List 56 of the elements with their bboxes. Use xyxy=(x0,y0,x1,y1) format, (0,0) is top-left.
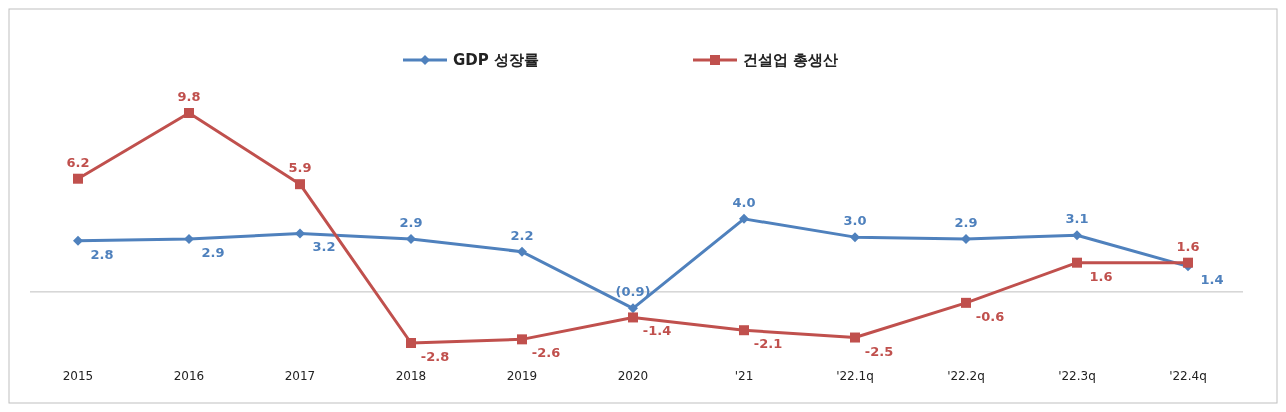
legend-label: 건설업 총생산 xyxy=(743,51,839,69)
data-label: 9.8 xyxy=(177,89,201,104)
point xyxy=(850,232,860,243)
data-label: -2.6 xyxy=(531,345,561,361)
legend-label: GDP 성장률 xyxy=(453,51,539,69)
point xyxy=(1072,257,1082,268)
point xyxy=(295,179,305,190)
point xyxy=(295,228,305,239)
data-label: 6.2 xyxy=(66,154,90,170)
x-tick-label: '21 xyxy=(734,369,754,383)
data-label: -1.4 xyxy=(642,323,672,339)
point xyxy=(1183,257,1193,268)
point xyxy=(184,108,194,118)
point xyxy=(517,246,527,257)
x-tick-label: 2020 xyxy=(617,369,649,383)
point xyxy=(739,213,749,224)
point xyxy=(406,338,416,348)
data-label: -2.1 xyxy=(753,336,783,352)
data-label: 4.0 xyxy=(732,194,756,210)
data-label: 3.0 xyxy=(843,213,867,229)
x-tick-label: 2016 xyxy=(173,369,205,383)
data-label: 3.1 xyxy=(1065,211,1089,227)
x-tick-label: '22.2q xyxy=(947,369,985,383)
x-tick-label: 2017 xyxy=(284,369,316,383)
point xyxy=(184,233,194,244)
data-label: -0.6 xyxy=(975,308,1005,324)
x-tick-label: '22.4q xyxy=(1169,369,1207,383)
data-label: 2.9 xyxy=(399,214,423,230)
point xyxy=(73,173,83,184)
point xyxy=(517,334,527,345)
point xyxy=(961,233,971,244)
data-label: 2.2 xyxy=(510,227,534,243)
data-label: 3.2 xyxy=(312,239,336,255)
data-label: 1.6 xyxy=(1089,268,1113,284)
point xyxy=(406,233,416,244)
point xyxy=(1072,230,1082,241)
data-label: 5.9 xyxy=(288,160,312,176)
data-label: 2.9 xyxy=(201,244,225,260)
x-tick-label: 2015 xyxy=(62,369,94,383)
point xyxy=(628,312,638,323)
point xyxy=(628,303,638,314)
data-label: -2.8 xyxy=(420,349,450,364)
data-label: 2.9 xyxy=(954,214,978,230)
x-tick-label: 2019 xyxy=(506,369,538,383)
point xyxy=(961,297,971,308)
data-label: 1.4 xyxy=(1200,272,1224,288)
data-label: 2.8 xyxy=(90,246,114,262)
data-label: 1.6 xyxy=(1176,238,1200,254)
data-label: -2.5 xyxy=(864,343,894,359)
x-tick-label: '22.3q xyxy=(1058,369,1096,383)
data-label: (0.9) xyxy=(615,284,651,300)
point xyxy=(850,332,860,343)
x-tick-label: 2018 xyxy=(395,369,427,383)
point xyxy=(73,235,83,246)
x-tick-label: '22.1q xyxy=(836,369,874,383)
point xyxy=(739,325,749,336)
